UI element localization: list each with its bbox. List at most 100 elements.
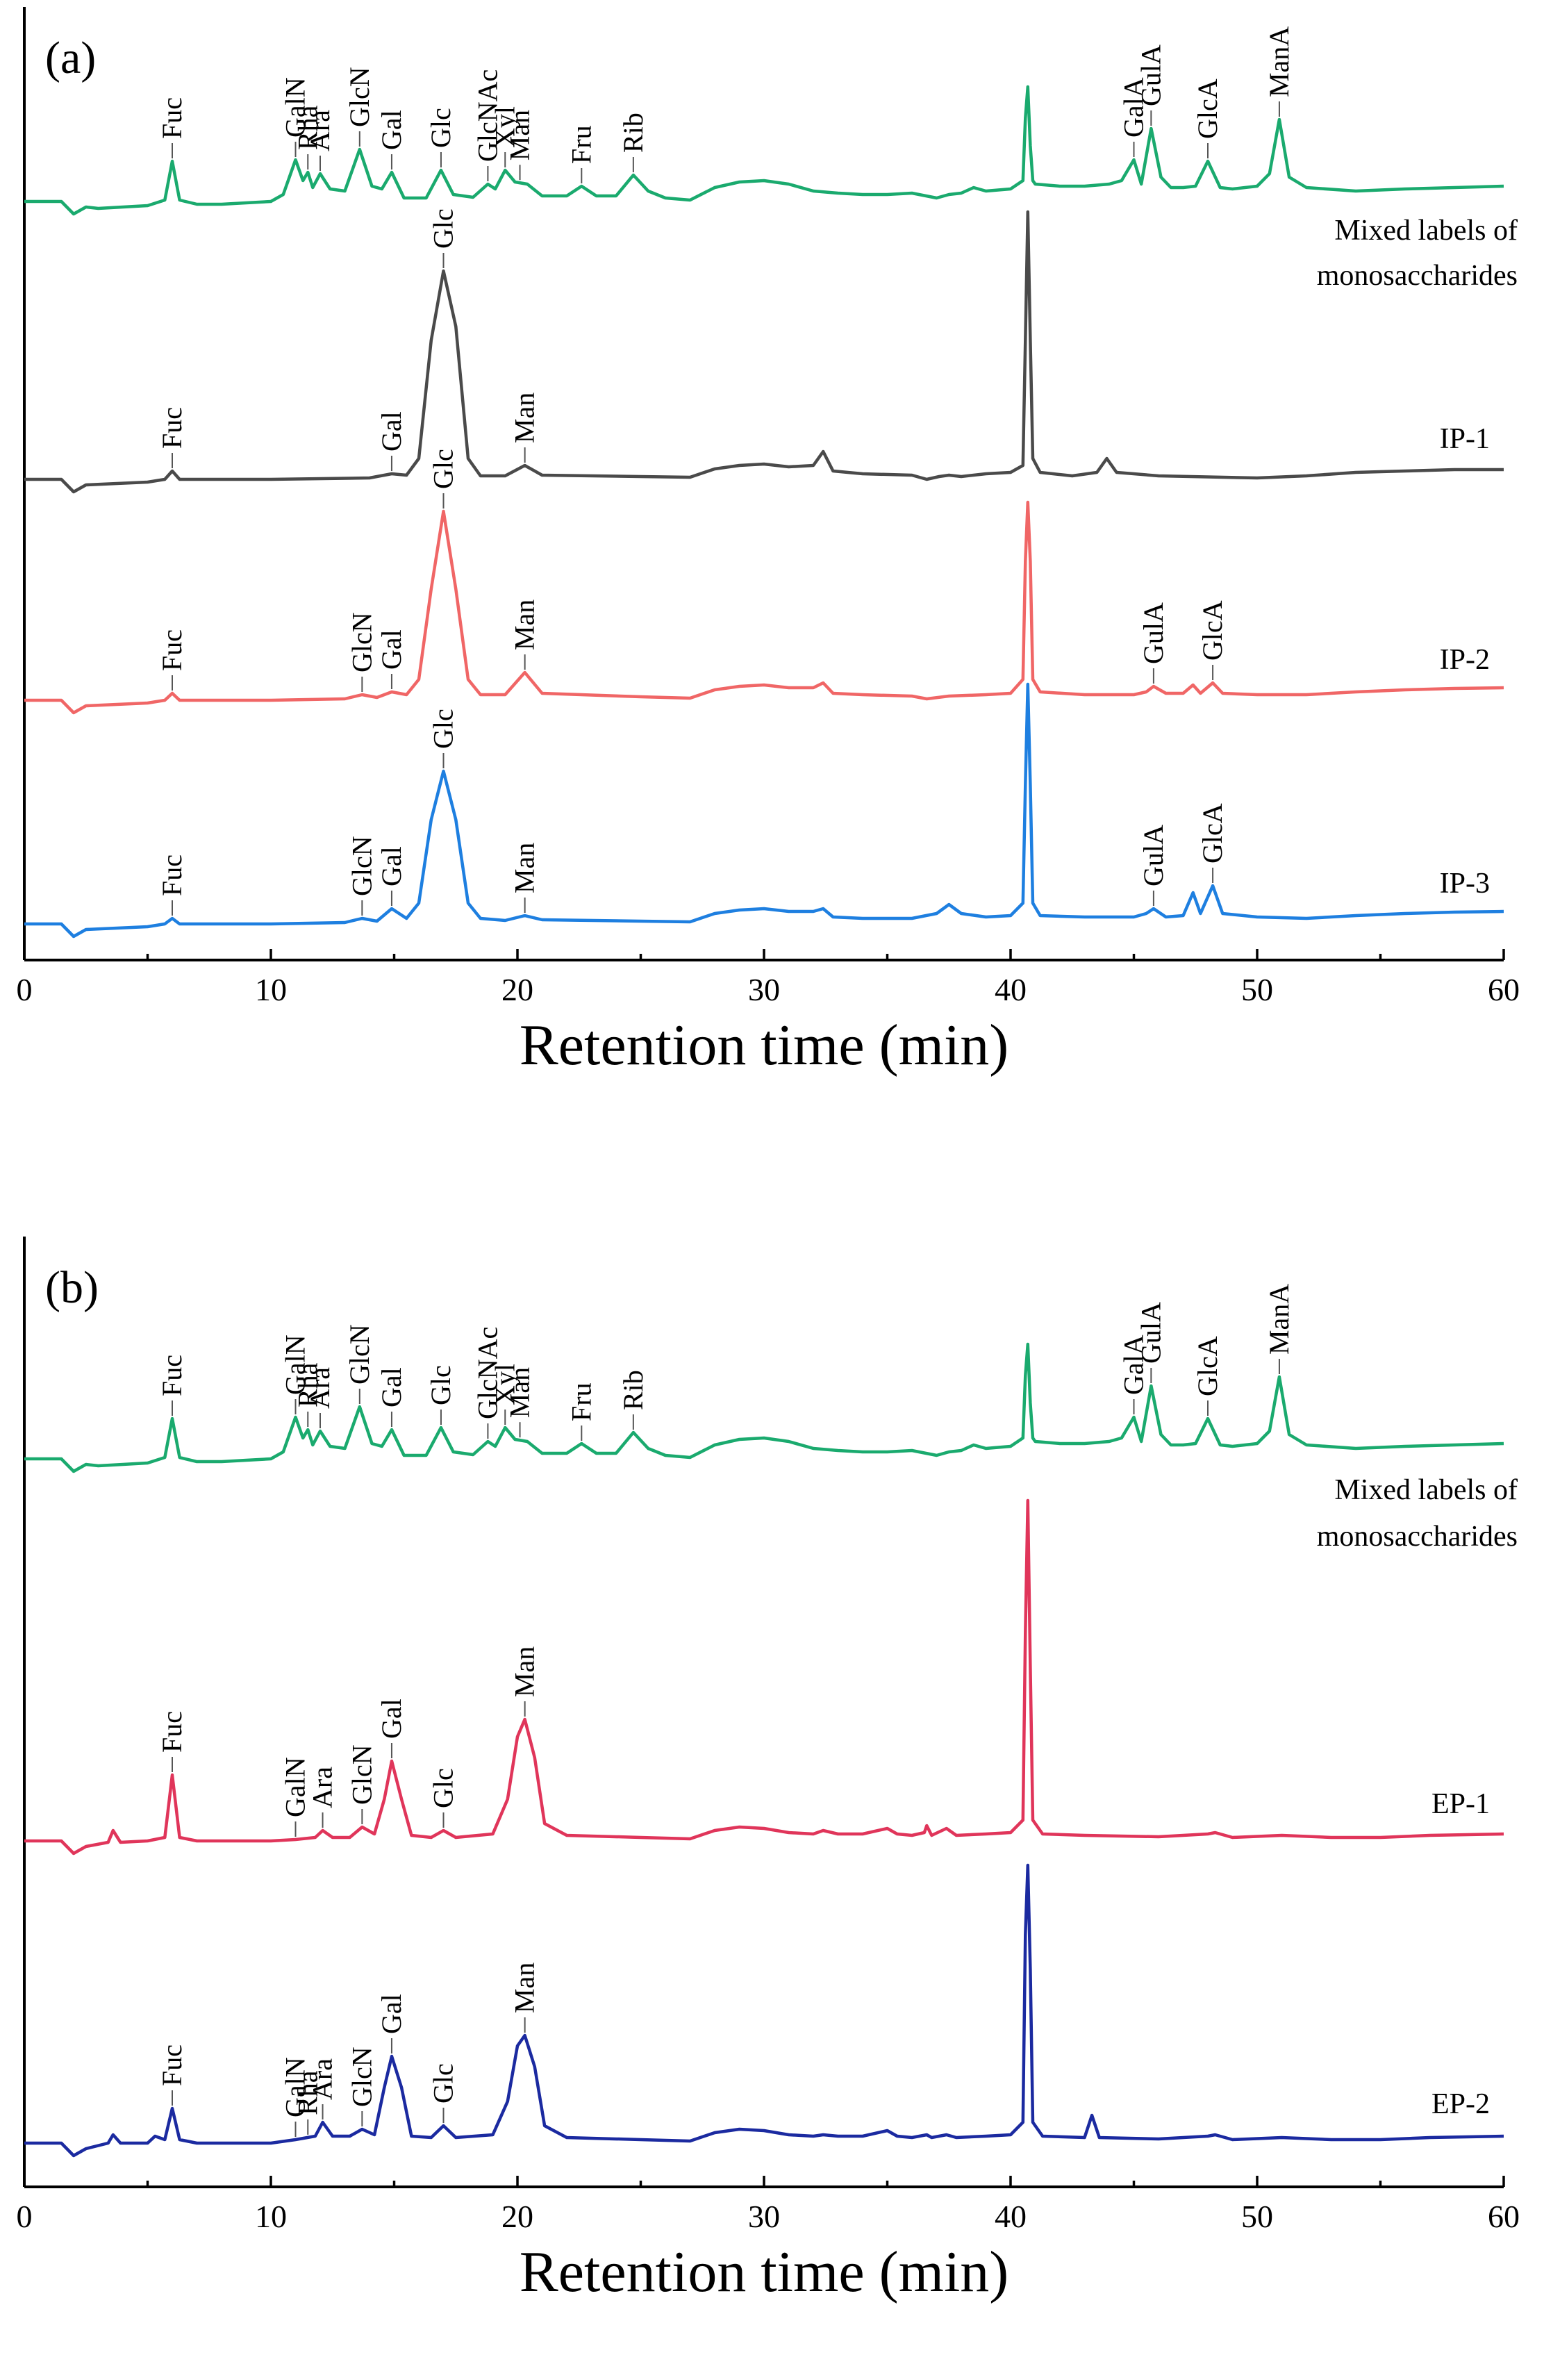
peak-label-gula: GulA [1138, 825, 1169, 886]
panel-label: (a) [45, 33, 96, 83]
peak-label-gula: GulA [1135, 44, 1166, 106]
x-tick-label: 30 [748, 2199, 780, 2234]
x-tick-label: 10 [255, 2199, 287, 2234]
peak-label-fuc: Fuc [156, 407, 188, 449]
peak-label-man: Man [504, 1367, 536, 1418]
peak-label-galn: GalN [280, 1757, 311, 1817]
peak-label-fuc: Fuc [156, 1711, 188, 1753]
peak-label-fuc: Fuc [156, 1355, 188, 1396]
peak-label-gula: GulA [1138, 602, 1169, 664]
x-tick-label: 0 [17, 972, 33, 1007]
peak-label-ara: Ara [307, 2058, 338, 2100]
peak-label-glc: Glc [425, 1365, 456, 1405]
peak-label-ara: Ara [307, 1767, 338, 1808]
panel-a: 0 10 20 30 40 50 60 Retention time (min) (a) Mixe… [17, 7, 1520, 1077]
peak-label-glcn: GlcN [344, 1324, 375, 1385]
peak-label-glc: Glc [425, 108, 456, 148]
peak-label-glca: GlcA [1192, 78, 1223, 139]
trace-mix-a [24, 85, 1504, 216]
series-name-ip2: IP-2 [1440, 644, 1490, 676]
peak-label-ara: Ara [304, 1367, 335, 1409]
peak-label-glc: Glc [428, 709, 459, 749]
peak-label-gal: Gal [376, 846, 407, 886]
peak-label-fuc: Fuc [156, 2044, 188, 2086]
x-tick-label: 10 [255, 972, 287, 1007]
peak-label-ara: Ara [304, 110, 335, 151]
peak-label-gal: Gal [376, 411, 407, 452]
x-tick-label: 30 [748, 972, 780, 1007]
peak-label-glcnac: GlcNAc [472, 1327, 503, 1419]
peak-label-gula: GulA [1135, 1302, 1166, 1364]
peak-label-glcn: GlcN [346, 2047, 377, 2107]
peak-label-fuc: Fuc [156, 854, 188, 896]
peak-label-xyl: Xyl [489, 106, 520, 148]
x-tick-label: 20 [501, 972, 533, 1007]
peak-label-glca: GlcA [1197, 803, 1228, 863]
trace-mix-b [24, 1342, 1504, 1473]
panel-label: (b) [45, 1262, 99, 1313]
peak-label-glcn: GlcN [346, 836, 377, 896]
peak-label-fru: Fru [565, 125, 597, 164]
peak-label-glcn: GlcN [346, 1744, 377, 1805]
peak-label-fuc: Fuc [156, 97, 188, 139]
peak-label-fru: Fru [565, 1382, 597, 1421]
trace-ep1 [24, 1498, 1504, 1856]
peak-label-galn: GalN [280, 1334, 311, 1395]
peak-label-gal: Gal [376, 1994, 407, 2034]
series-name-ip3: IP-3 [1440, 868, 1490, 900]
peak-label-glc: Glc [428, 208, 459, 249]
peak-label-man: Man [509, 392, 540, 443]
peak-label-man: Man [504, 110, 536, 160]
peak-label-gal: Gal [376, 1367, 407, 1407]
trace-ep2 [24, 1863, 1504, 2158]
peak-label-glca: GlcA [1197, 600, 1228, 661]
peak-label-man: Man [509, 1646, 540, 1697]
x-tick-label: 60 [1488, 2199, 1520, 2234]
trace-ip1 [24, 210, 1504, 494]
peak-label-rha: Rha [292, 1362, 323, 1407]
x-tick-label: 50 [1241, 972, 1273, 1007]
peak-label-rha: Rha [292, 105, 323, 150]
series-name-ep1: EP-1 [1431, 1788, 1490, 1820]
series-name-ep2: EP-2 [1431, 2088, 1490, 2120]
trace-ip3 [24, 682, 1504, 939]
peak-label-xyl: Xyl [489, 1364, 520, 1405]
peak-label-glc: Glc [428, 449, 459, 489]
peak-label-gal: Gal [376, 1699, 407, 1739]
peak-label-gala: GalA [1118, 1334, 1149, 1395]
series-name-mix-b: Mixed labels of [1334, 1474, 1518, 1506]
peak-label-galn: GalN [280, 2057, 311, 2117]
series-name-ip1: IP-1 [1440, 423, 1490, 455]
peak-label-rib: Rib [617, 1370, 649, 1410]
x-tick-label: 0 [17, 2199, 33, 2234]
peak-label-gal: Gal [376, 629, 407, 670]
peak-label-man: Man [509, 843, 540, 893]
peak-label-glcn: GlcN [344, 67, 375, 127]
peak-label-gala: GalA [1118, 77, 1149, 138]
peak-label-glc: Glc [428, 2063, 459, 2104]
peak-label-glca: GlcA [1192, 1336, 1223, 1396]
x-tick-label: 40 [995, 2199, 1027, 2234]
x-axis-title: Retention time (min) [520, 1013, 1009, 1077]
x-tick-label: 40 [995, 972, 1027, 1007]
peak-label-glcnac: GlcNAc [472, 69, 503, 162]
series-name-mix-b: monosaccharides [1317, 1521, 1518, 1553]
peak-label-mana: ManA [1263, 1284, 1295, 1355]
peak-label-gal: Gal [376, 110, 407, 150]
peak-label-glc: Glc [428, 1768, 459, 1808]
peak-label-man: Man [509, 600, 540, 650]
peak-label-fuc: Fuc [156, 629, 188, 671]
panel-b: 0 10 20 30 40 50 60 Retention time (min) (b) Mixe… [17, 1237, 1520, 2304]
peak-label-rha: Rha [292, 2070, 323, 2115]
x-tick-label: 20 [501, 2199, 533, 2234]
peak-label-man: Man [509, 1962, 540, 2013]
x-tick-label: 50 [1241, 2199, 1273, 2234]
peak-label-mana: ManA [1263, 26, 1295, 97]
x-tick-label: 60 [1488, 972, 1520, 1007]
peak-label-galn: GalN [280, 77, 311, 138]
peak-label-rib: Rib [617, 113, 649, 153]
series-name-mix-a: monosaccharides [1317, 260, 1518, 292]
series-name-mix-a: Mixed labels of [1334, 215, 1518, 247]
x-axis-title: Retention time (min) [520, 2240, 1009, 2304]
